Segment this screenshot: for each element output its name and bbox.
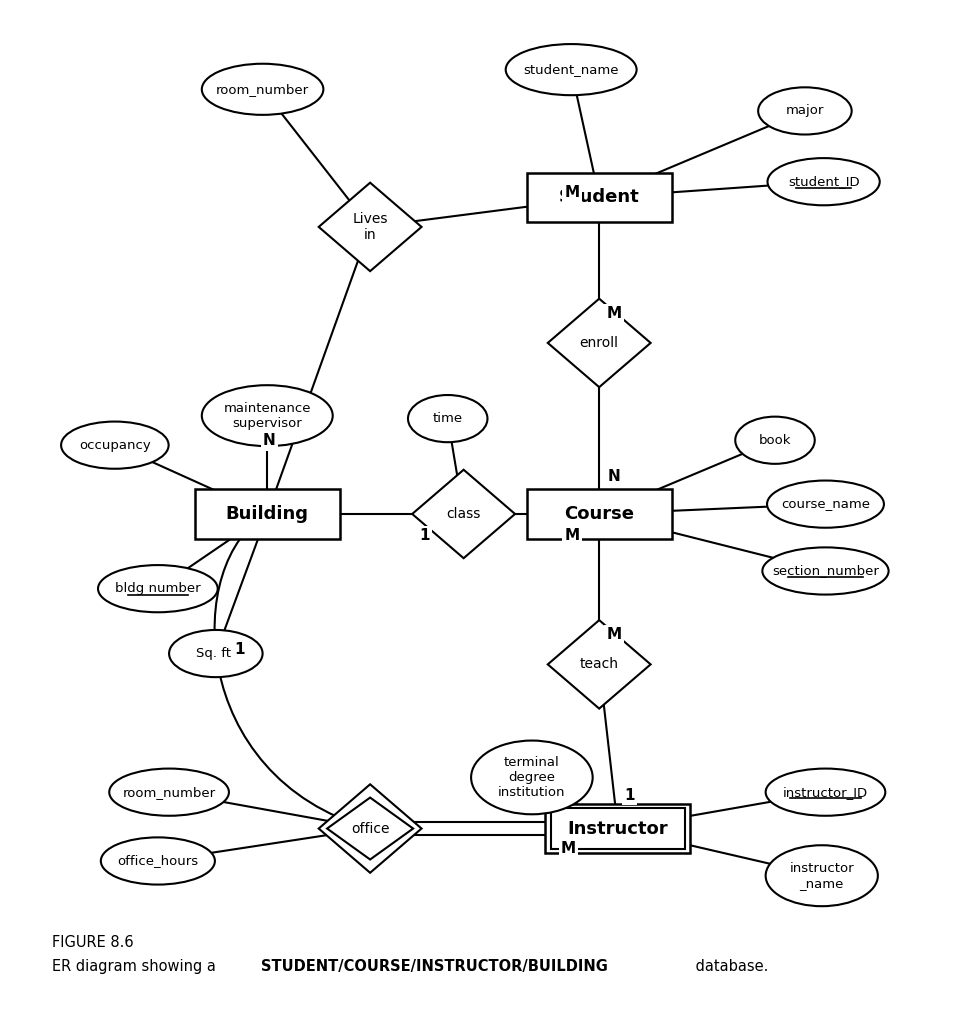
Text: Sq. ft.: Sq. ft. bbox=[197, 647, 236, 660]
Text: terminal
degree
institution: terminal degree institution bbox=[498, 756, 566, 799]
Text: class: class bbox=[446, 507, 481, 521]
Text: room_number: room_number bbox=[123, 785, 215, 799]
Text: database.: database. bbox=[691, 958, 768, 974]
Text: student_ID: student_ID bbox=[788, 175, 859, 188]
Ellipse shape bbox=[202, 385, 333, 446]
Text: instructor
_name: instructor _name bbox=[790, 862, 854, 890]
Text: N: N bbox=[263, 433, 276, 449]
Text: time: time bbox=[432, 412, 463, 425]
Text: FIGURE 8.6: FIGURE 8.6 bbox=[53, 935, 133, 950]
Text: maintenance
supervisor: maintenance supervisor bbox=[223, 401, 311, 430]
Polygon shape bbox=[547, 299, 651, 387]
Text: ER diagram showing a: ER diagram showing a bbox=[53, 958, 221, 974]
Ellipse shape bbox=[506, 44, 637, 95]
Text: student_name: student_name bbox=[523, 63, 618, 76]
Polygon shape bbox=[412, 470, 515, 558]
Ellipse shape bbox=[768, 480, 884, 527]
Text: M: M bbox=[607, 627, 621, 642]
Text: instructor_ID: instructor_ID bbox=[783, 785, 868, 799]
Ellipse shape bbox=[98, 565, 218, 612]
Bar bbox=[551, 808, 685, 849]
Polygon shape bbox=[318, 784, 422, 872]
Text: room_number: room_number bbox=[216, 83, 309, 96]
Ellipse shape bbox=[735, 417, 814, 464]
Text: office_hours: office_hours bbox=[117, 854, 199, 867]
Text: N: N bbox=[608, 469, 620, 483]
Polygon shape bbox=[318, 182, 422, 271]
Ellipse shape bbox=[408, 395, 487, 442]
Text: M: M bbox=[607, 306, 621, 322]
Ellipse shape bbox=[109, 769, 229, 816]
Ellipse shape bbox=[202, 63, 323, 115]
Text: occupancy: occupancy bbox=[79, 438, 151, 452]
Text: course_name: course_name bbox=[781, 498, 870, 511]
Ellipse shape bbox=[763, 548, 888, 595]
Ellipse shape bbox=[101, 838, 215, 885]
Polygon shape bbox=[547, 621, 651, 709]
Text: book: book bbox=[759, 434, 791, 446]
Ellipse shape bbox=[768, 158, 880, 205]
Text: M: M bbox=[561, 841, 576, 856]
Text: office: office bbox=[351, 821, 390, 836]
Bar bbox=[545, 804, 691, 853]
Text: Lives
in: Lives in bbox=[353, 212, 388, 242]
Text: STUDENT/COURSE/INSTRUCTOR/BUILDING: STUDENT/COURSE/INSTRUCTOR/BUILDING bbox=[261, 958, 608, 974]
Text: section_number: section_number bbox=[772, 564, 879, 578]
Ellipse shape bbox=[766, 769, 885, 816]
Ellipse shape bbox=[471, 740, 592, 814]
Ellipse shape bbox=[758, 87, 851, 134]
Ellipse shape bbox=[169, 630, 263, 677]
Text: major: major bbox=[786, 104, 824, 118]
Text: Course: Course bbox=[564, 505, 634, 523]
Ellipse shape bbox=[766, 845, 878, 906]
Bar bbox=[527, 173, 672, 222]
Text: M: M bbox=[564, 185, 580, 201]
Text: Instructor: Instructor bbox=[568, 819, 668, 838]
Bar bbox=[195, 489, 340, 539]
Bar bbox=[527, 489, 672, 539]
Text: Building: Building bbox=[226, 505, 309, 523]
Text: enroll: enroll bbox=[580, 336, 618, 350]
Text: 1: 1 bbox=[419, 528, 430, 543]
Text: bldg number: bldg number bbox=[115, 583, 201, 595]
Text: 1: 1 bbox=[624, 788, 634, 803]
Text: M: M bbox=[565, 528, 580, 543]
Text: 1: 1 bbox=[234, 642, 244, 657]
Text: teach: teach bbox=[580, 657, 618, 672]
Ellipse shape bbox=[61, 422, 169, 469]
Text: Student: Student bbox=[559, 188, 640, 207]
